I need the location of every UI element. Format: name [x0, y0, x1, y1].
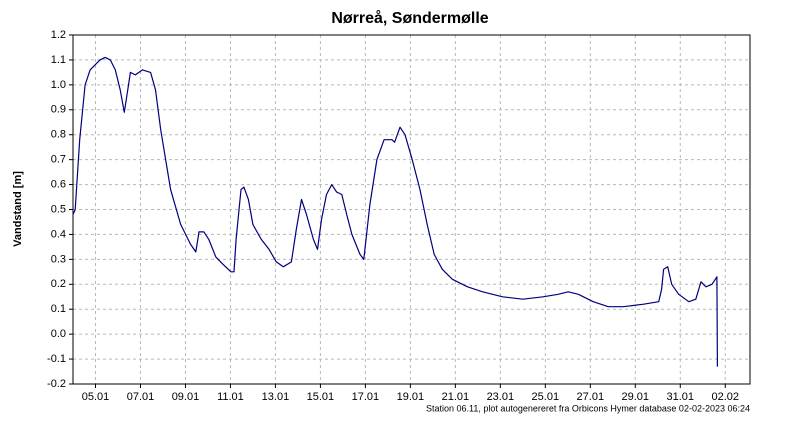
y-tick-label: 0.4: [51, 228, 66, 240]
x-tick-label: 21.01: [442, 391, 470, 403]
chart-title: Nørreå, Søndermølle: [331, 9, 488, 27]
x-tick-label: 27.01: [577, 391, 605, 403]
x-tick-label: 23.01: [487, 391, 515, 403]
y-tick-label: 1.2: [51, 29, 66, 41]
y-tick-label: 0.1: [51, 303, 66, 315]
y-tick-label: -0.1: [47, 353, 66, 365]
x-tick-label: 17.01: [352, 391, 380, 403]
y-axis-label: Vandstand [m]: [12, 171, 24, 247]
plot-frame: [72, 34, 751, 385]
y-tick-label: 0.7: [51, 154, 66, 166]
y-tick-label: 0.6: [51, 178, 66, 190]
x-tick-label: 25.01: [532, 391, 560, 403]
x-tick-label: 02.02: [711, 391, 739, 403]
x-tick-label: 09.01: [172, 391, 200, 403]
y-tick-label: 1.0: [51, 79, 66, 91]
x-tick-label: 19.01: [397, 391, 425, 403]
y-tick-label: -0.2: [47, 378, 66, 390]
x-tick-label: 11.01: [217, 391, 244, 403]
y-tick-label: 0.8: [51, 129, 66, 141]
x-tick-label: 13.01: [262, 391, 290, 403]
x-tick-label: 07.01: [127, 391, 155, 403]
y-tick-label: 1.1: [51, 54, 66, 66]
y-tick-label: 0.2: [51, 278, 66, 290]
y-tick-label: 0.0: [51, 328, 66, 340]
x-tick-label: 05.01: [82, 391, 110, 403]
footnote: Station 06.11, plot autogenereret fra Or…: [426, 403, 750, 413]
y-tick-label: 0.9: [51, 104, 66, 116]
y-tick-label: 0.3: [51, 253, 66, 265]
y-tick-label: 0.5: [51, 203, 66, 215]
x-tick-label: 29.01: [622, 391, 650, 403]
x-tick-label: 15.01: [307, 391, 335, 403]
data-line: [72, 56, 718, 367]
x-tick-label: 31.01: [667, 391, 695, 403]
